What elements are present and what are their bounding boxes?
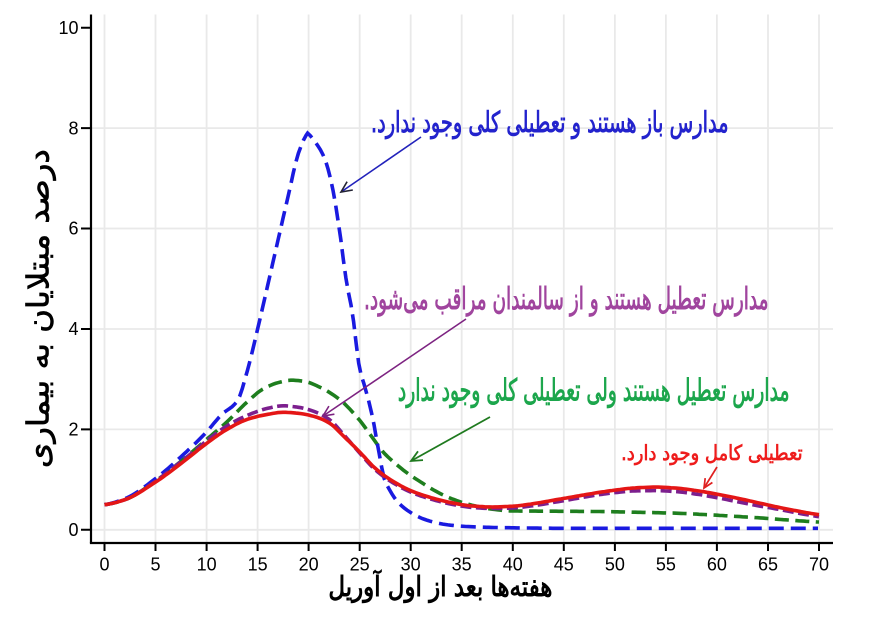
svg-text:30: 30 xyxy=(401,555,421,575)
svg-text:15: 15 xyxy=(248,555,268,575)
svg-text:65: 65 xyxy=(758,555,778,575)
svg-text:4: 4 xyxy=(68,319,78,339)
svg-text:60: 60 xyxy=(707,555,727,575)
svg-text:10: 10 xyxy=(58,18,78,38)
svg-text:0: 0 xyxy=(99,555,109,575)
svg-text:40: 40 xyxy=(503,555,523,575)
svg-text:6: 6 xyxy=(68,219,78,239)
svg-text:20: 20 xyxy=(299,555,319,575)
svg-text:45: 45 xyxy=(554,555,574,575)
svg-text:25: 25 xyxy=(350,555,370,575)
svg-text:70: 70 xyxy=(809,555,829,575)
svg-text:5: 5 xyxy=(150,555,160,575)
svg-text:10: 10 xyxy=(197,555,217,575)
svg-text:50: 50 xyxy=(605,555,625,575)
svg-text:0: 0 xyxy=(68,520,78,540)
svg-text:8: 8 xyxy=(68,118,78,138)
svg-text:35: 35 xyxy=(452,555,472,575)
svg-text:55: 55 xyxy=(656,555,676,575)
svg-text:2: 2 xyxy=(68,420,78,440)
